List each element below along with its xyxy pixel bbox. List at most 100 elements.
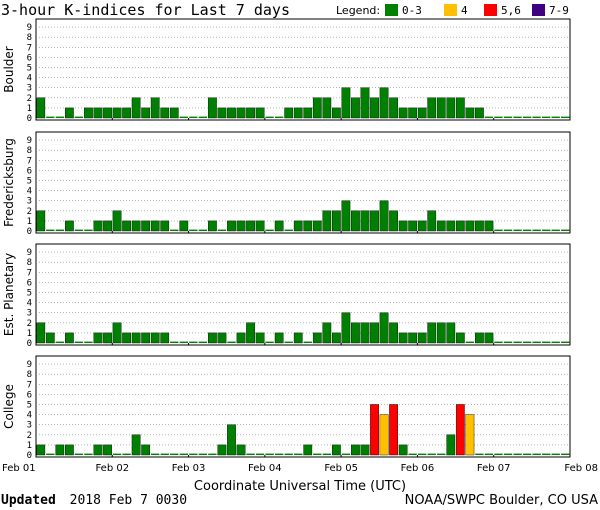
y-tick-label: 4	[27, 299, 32, 309]
bar	[294, 453, 303, 455]
bar	[274, 332, 284, 344]
panel-frame	[35, 131, 571, 234]
bar	[36, 97, 46, 119]
legend-label: 5,6	[501, 4, 521, 17]
bar	[379, 200, 389, 232]
bar	[341, 200, 351, 232]
y-tick-label: 9	[27, 136, 32, 146]
y-tick-label: 3	[27, 421, 32, 431]
bar	[236, 444, 246, 456]
y-tick-label: 0	[27, 114, 32, 124]
bar-empty	[561, 116, 570, 118]
bar	[208, 97, 217, 119]
bar	[265, 116, 274, 118]
bar	[36, 210, 46, 232]
y-tick-label: 7	[27, 268, 32, 278]
y-tick-label: 3	[27, 84, 32, 94]
bar	[398, 444, 408, 456]
bar	[475, 220, 484, 232]
bar	[465, 414, 475, 456]
bar	[227, 341, 236, 343]
legend-title: Legend:	[336, 4, 380, 17]
y-tick-label: 4	[27, 187, 32, 197]
y-tick-label: 6	[27, 278, 32, 288]
x-tick-label: Feb 01	[2, 463, 36, 474]
bar	[93, 332, 103, 344]
bar	[189, 341, 198, 343]
bar	[179, 453, 188, 455]
bar	[446, 322, 456, 344]
bar	[255, 332, 265, 344]
y-tick-label: 4	[27, 411, 32, 421]
bar	[246, 220, 255, 232]
bar	[303, 107, 313, 119]
bar	[246, 107, 255, 119]
bar	[313, 453, 322, 455]
bar	[160, 453, 169, 455]
legend-label: 0-3	[402, 4, 422, 17]
bar	[198, 341, 208, 343]
x-tick-label: Feb 03	[172, 463, 206, 474]
bar	[112, 210, 122, 232]
bar	[189, 453, 198, 455]
bar-empty	[503, 453, 513, 455]
bar	[198, 229, 208, 231]
bar	[370, 97, 379, 119]
bar	[370, 322, 379, 344]
y-tick-label: 5	[27, 400, 32, 410]
bar	[36, 444, 46, 456]
bar	[455, 97, 465, 119]
bar	[417, 107, 427, 119]
bar	[65, 107, 74, 119]
bar	[170, 453, 179, 455]
bar	[55, 116, 65, 118]
bar	[84, 453, 93, 455]
updated-label: Updated	[1, 493, 56, 508]
bar-empty	[541, 229, 551, 231]
bar	[208, 453, 217, 455]
bar	[398, 107, 408, 119]
bar	[284, 453, 293, 455]
bar	[436, 322, 446, 344]
bar	[217, 444, 227, 456]
bar	[322, 322, 332, 344]
bar	[455, 332, 465, 344]
bar	[150, 220, 160, 232]
legend-swatch	[532, 4, 545, 16]
bar	[465, 220, 475, 232]
bar	[427, 210, 437, 232]
bar	[484, 332, 494, 344]
bar	[131, 97, 141, 119]
bar	[65, 220, 74, 232]
y-tick-label: 5	[27, 63, 32, 73]
bar-empty	[532, 229, 541, 231]
bar	[131, 434, 141, 456]
bar	[208, 332, 217, 344]
bar	[427, 453, 436, 455]
bar	[389, 97, 398, 119]
bar	[475, 332, 484, 344]
bar	[93, 444, 103, 456]
bar	[436, 97, 446, 119]
bar	[112, 107, 122, 119]
bar	[103, 107, 112, 119]
bar-empty	[522, 229, 532, 231]
bar	[122, 107, 131, 119]
bar	[332, 332, 341, 344]
bar	[389, 322, 398, 344]
bar-empty	[561, 229, 570, 231]
bar	[284, 229, 293, 231]
x-axis-label: Coordinate Universal Time (UTC)	[194, 479, 406, 494]
y-tick-label: 8	[27, 33, 32, 43]
bar	[341, 312, 351, 344]
bar	[379, 414, 389, 456]
bar	[141, 444, 151, 456]
bar	[312, 332, 322, 344]
bar	[437, 453, 446, 455]
panel-frame	[35, 18, 571, 121]
legend: Legend: 0-3 4 5,6 7-9	[336, 4, 569, 17]
bar	[46, 453, 55, 455]
